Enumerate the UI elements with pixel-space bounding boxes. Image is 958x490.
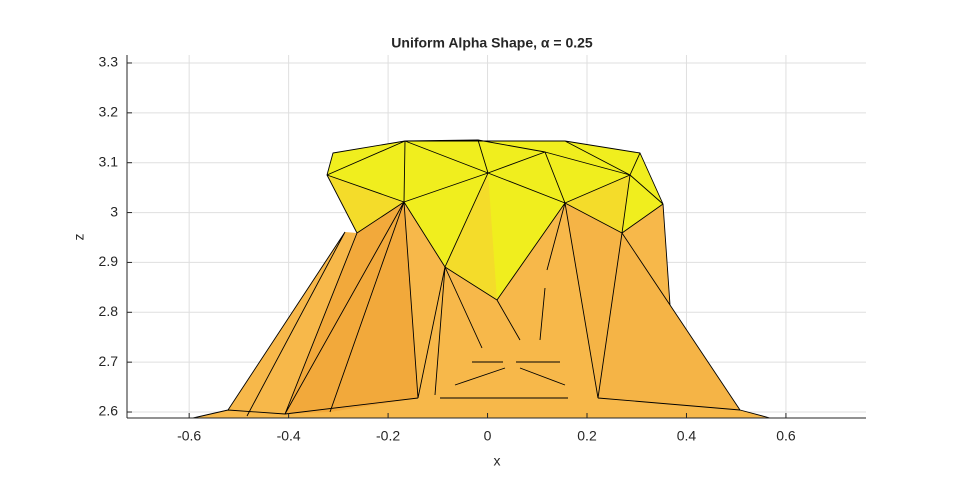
y-tick-label: 3	[110, 203, 118, 219]
x-tick-label: -0.2	[376, 428, 400, 444]
y-tick-label: 2.8	[99, 303, 119, 319]
y-axis-label: z	[71, 234, 87, 241]
alpha-shape-mesh	[192, 139, 771, 419]
mesh-upper-shade	[565, 175, 630, 233]
x-tick-label: 0.2	[577, 428, 597, 444]
mesh-edges	[192, 139, 771, 419]
y-tick-label: 3.2	[99, 104, 119, 120]
x-tick-label: -0.4	[277, 428, 301, 444]
x-tick-label: -0.6	[177, 428, 201, 444]
chart-title: Uniform Alpha Shape, α = 0.25	[391, 35, 593, 51]
mesh-upper	[327, 141, 663, 300]
y-tick-label: 3.1	[99, 153, 119, 169]
mesh-shade	[565, 203, 740, 410]
x-tick-label: 0.4	[677, 428, 697, 444]
x-axis-label: x	[494, 453, 501, 469]
x-tick-label: 0	[484, 428, 492, 444]
mesh-upper-shade	[327, 175, 404, 233]
y-tick-label: 2.9	[99, 253, 119, 269]
axes: -0.6 -0.4 -0.2 0 0.2 0.4 0.6 2.6 2.7 2.8 2.9 3 3.1 3.…	[99, 54, 866, 444]
x-tick-label: 0.6	[776, 428, 796, 444]
y-tick-label: 2.6	[99, 403, 119, 419]
mesh-shade	[285, 202, 418, 414]
y-tick-label: 2.7	[99, 353, 119, 369]
y-tick-label: 3.3	[99, 54, 119, 70]
mesh-upper-shade	[445, 173, 497, 300]
